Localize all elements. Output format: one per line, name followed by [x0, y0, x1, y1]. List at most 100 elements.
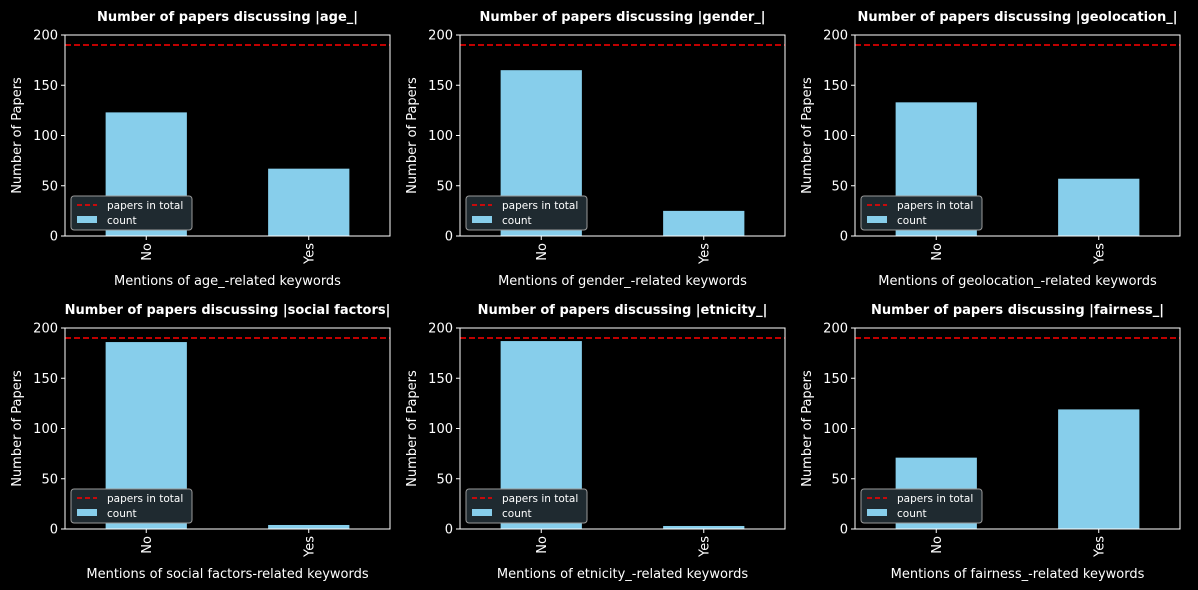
- y-axis-label: Number of Papers: [405, 77, 420, 194]
- x-tick-label-no: No: [140, 243, 155, 261]
- x-tick-label-yes: Yes: [1092, 536, 1107, 558]
- y-tick-label: 200: [428, 29, 453, 44]
- y-tick-label: 100: [428, 422, 453, 437]
- legend-box: [465, 195, 588, 231]
- x-axis-label: Mentions of fairness_-related keywords: [891, 567, 1145, 582]
- y-tick-label: 200: [428, 322, 453, 337]
- legend-label-count: count: [897, 508, 927, 520]
- x-axis-label: Mentions of gender_-related keywords: [498, 274, 747, 289]
- legend-label-total: papers in total: [107, 493, 183, 505]
- bar-yes: [1058, 409, 1140, 529]
- chart-title: Number of papers discussing |geolocation…: [858, 10, 1178, 25]
- legend-bar-swatch: [867, 509, 887, 516]
- x-axis-label: Mentions of age_-related keywords: [114, 274, 341, 289]
- y-tick-label: 0: [50, 230, 58, 245]
- legend-label-count: count: [107, 215, 137, 227]
- y-axis-label: Number of Papers: [10, 370, 25, 487]
- legend-box: [70, 195, 193, 231]
- y-tick-label: 200: [33, 29, 58, 44]
- legend-box: [860, 195, 983, 231]
- y-axis-label: Number of Papers: [405, 370, 420, 487]
- y-axis-label: Number of Papers: [10, 77, 25, 194]
- y-tick-label: 0: [840, 523, 848, 538]
- y-tick-label: 150: [33, 79, 58, 94]
- subplot-5: Number of papers discussing |etnicity_| 0…: [405, 303, 786, 582]
- subplot-1: Number of papers discussing |age_| 0 50 100…: [10, 10, 391, 289]
- legend-box: [860, 488, 983, 524]
- legend-label-count: count: [897, 215, 927, 227]
- y-tick-label: 150: [823, 372, 848, 387]
- chart-title: Number of papers discussing |fairness_|: [871, 303, 1164, 318]
- subplot-3: Number of papers discussing |geolocation…: [800, 10, 1181, 289]
- y-tick-label: 50: [436, 472, 453, 487]
- x-tick-label-no: No: [535, 536, 550, 554]
- x-tick-label-no: No: [535, 243, 550, 261]
- legend-bar-swatch: [77, 509, 97, 516]
- legend-label-count: count: [502, 215, 532, 227]
- y-tick-label: 0: [445, 230, 453, 245]
- subplot-4: Number of papers discussing |social fact…: [10, 303, 391, 582]
- chart-title: Number of papers discussing |etnicity_|: [478, 303, 768, 318]
- y-tick-label: 0: [840, 230, 848, 245]
- y-tick-label: 150: [823, 79, 848, 94]
- legend-label-total: papers in total: [502, 493, 578, 505]
- y-tick-label: 50: [41, 179, 58, 194]
- legend: papers in total count: [860, 195, 983, 231]
- x-tick-label-no: No: [930, 536, 945, 554]
- legend: papers in total count: [465, 488, 588, 524]
- y-tick-label: 50: [436, 179, 453, 194]
- y-tick-label: 0: [445, 523, 453, 538]
- x-tick-label-yes: Yes: [302, 536, 317, 558]
- legend: papers in total count: [70, 195, 193, 231]
- bar-yes: [663, 525, 745, 529]
- y-axis-label: Number of Papers: [800, 77, 815, 194]
- chart-title: Number of papers discussing |gender_|: [479, 10, 765, 25]
- x-tick-label-yes: Yes: [697, 243, 712, 265]
- legend-box: [465, 488, 588, 524]
- legend-label-count: count: [107, 508, 137, 520]
- bar-yes: [1058, 178, 1140, 236]
- legend-label-count: count: [502, 508, 532, 520]
- legend-bar-swatch: [77, 216, 97, 223]
- y-tick-label: 200: [33, 322, 58, 337]
- subplot-6: Number of papers discussing |fairness_| 0…: [800, 303, 1181, 582]
- y-tick-label: 0: [50, 523, 58, 538]
- x-axis-label: Mentions of social factors-related keywo…: [86, 567, 368, 582]
- legend-bar-swatch: [867, 216, 887, 223]
- x-tick-label-no: No: [930, 243, 945, 261]
- bar-yes: [268, 168, 350, 236]
- legend-label-total: papers in total: [897, 493, 973, 505]
- y-tick-label: 100: [428, 129, 453, 144]
- legend-label-total: papers in total: [897, 200, 973, 212]
- x-axis-label: Mentions of etnicity_-related keywords: [497, 567, 748, 582]
- y-tick-label: 200: [823, 322, 848, 337]
- legend: papers in total count: [860, 488, 983, 524]
- chart-title: Number of papers discussing |social fact…: [65, 303, 391, 318]
- legend: papers in total count: [465, 195, 588, 231]
- y-tick-label: 100: [33, 422, 58, 437]
- legend-box: [70, 488, 193, 524]
- legend-bar-swatch: [472, 216, 492, 223]
- x-axis-label: Mentions of geolocation_-related keyword…: [878, 274, 1157, 289]
- y-tick-label: 200: [823, 29, 848, 44]
- y-tick-label: 150: [33, 372, 58, 387]
- y-tick-label: 50: [41, 472, 58, 487]
- subplot-2: Number of papers discussing |gender_| 0 50…: [405, 10, 786, 289]
- y-tick-label: 150: [428, 372, 453, 387]
- y-tick-label: 100: [823, 422, 848, 437]
- chart-title: Number of papers discussing |age_|: [97, 10, 358, 25]
- bar-yes: [663, 210, 745, 236]
- legend: papers in total count: [70, 488, 193, 524]
- y-tick-label: 50: [831, 472, 848, 487]
- y-tick-label: 50: [831, 179, 848, 194]
- x-tick-label-yes: Yes: [697, 536, 712, 558]
- y-axis-label: Number of Papers: [800, 370, 815, 487]
- y-tick-label: 150: [428, 79, 453, 94]
- legend-bar-swatch: [472, 509, 492, 516]
- legend-label-total: papers in total: [502, 200, 578, 212]
- bar-yes: [268, 524, 350, 529]
- x-tick-label-no: No: [140, 536, 155, 554]
- legend-label-total: papers in total: [107, 200, 183, 212]
